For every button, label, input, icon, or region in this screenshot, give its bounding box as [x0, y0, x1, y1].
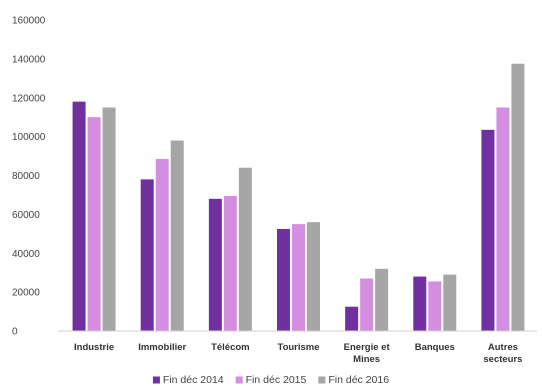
- bar: [428, 281, 442, 331]
- x-category-label: Autres secteurs: [483, 342, 522, 365]
- x-axis-labels: Industrie Immobilier Télécom Tourisme Energi…: [74, 342, 522, 365]
- bar: [102, 107, 116, 331]
- bar: [443, 274, 457, 331]
- bar: [375, 268, 389, 331]
- y-tick-label: 20000: [12, 288, 40, 299]
- legend-item: Fin déc 2015: [235, 374, 307, 386]
- bars: [72, 63, 525, 331]
- bar: [481, 129, 495, 331]
- bar: [72, 101, 86, 331]
- y-tick-label: 80000: [12, 171, 40, 182]
- y-tick-label: 140000: [12, 54, 46, 65]
- x-category-label: Banques: [415, 342, 455, 353]
- bar: [87, 117, 101, 331]
- legend-swatch: [318, 376, 326, 384]
- legend-item: Fin déc 2016: [318, 374, 389, 386]
- bar: [277, 228, 290, 331]
- x-category-label: Tourisme: [277, 342, 319, 353]
- bar: [307, 222, 320, 331]
- legend-item: Fin déc 2014: [152, 374, 224, 386]
- bar: [140, 179, 154, 331]
- bar: [413, 276, 427, 331]
- y-axis: 0 20000 40000 60000 80000 100000 120000 140000 1…: [12, 16, 46, 338]
- bar: [511, 63, 525, 331]
- legend-label: Fin déc 2016: [328, 374, 389, 386]
- x-category-label: Energie et Mines: [344, 342, 391, 365]
- x-category-label: Télécom: [211, 342, 250, 353]
- bar: [292, 224, 305, 331]
- y-tick-label: 0: [12, 327, 18, 338]
- x-category-label: Immobilier: [138, 342, 186, 353]
- bar: [170, 140, 184, 331]
- y-tick-label: 160000: [12, 16, 46, 27]
- bar: [360, 278, 374, 331]
- y-tick-label: 120000: [12, 93, 46, 104]
- bar: [238, 167, 252, 331]
- y-tick-label: 60000: [12, 210, 40, 221]
- bar: [345, 306, 359, 331]
- bar: [496, 107, 510, 331]
- legend-label: Fin déc 2015: [246, 374, 307, 386]
- legend-swatch: [152, 376, 160, 384]
- bar: [155, 158, 169, 331]
- y-tick-label: 40000: [12, 249, 40, 260]
- bar: [208, 198, 222, 331]
- x-category-label: Industrie: [74, 342, 114, 353]
- legend: Fin déc 2014 Fin déc 2015 Fin déc 2016: [152, 374, 389, 386]
- y-tick-label: 100000: [12, 132, 46, 143]
- legend-label: Fin déc 2014: [163, 374, 224, 386]
- legend-swatch: [235, 376, 243, 384]
- bar: [223, 195, 237, 331]
